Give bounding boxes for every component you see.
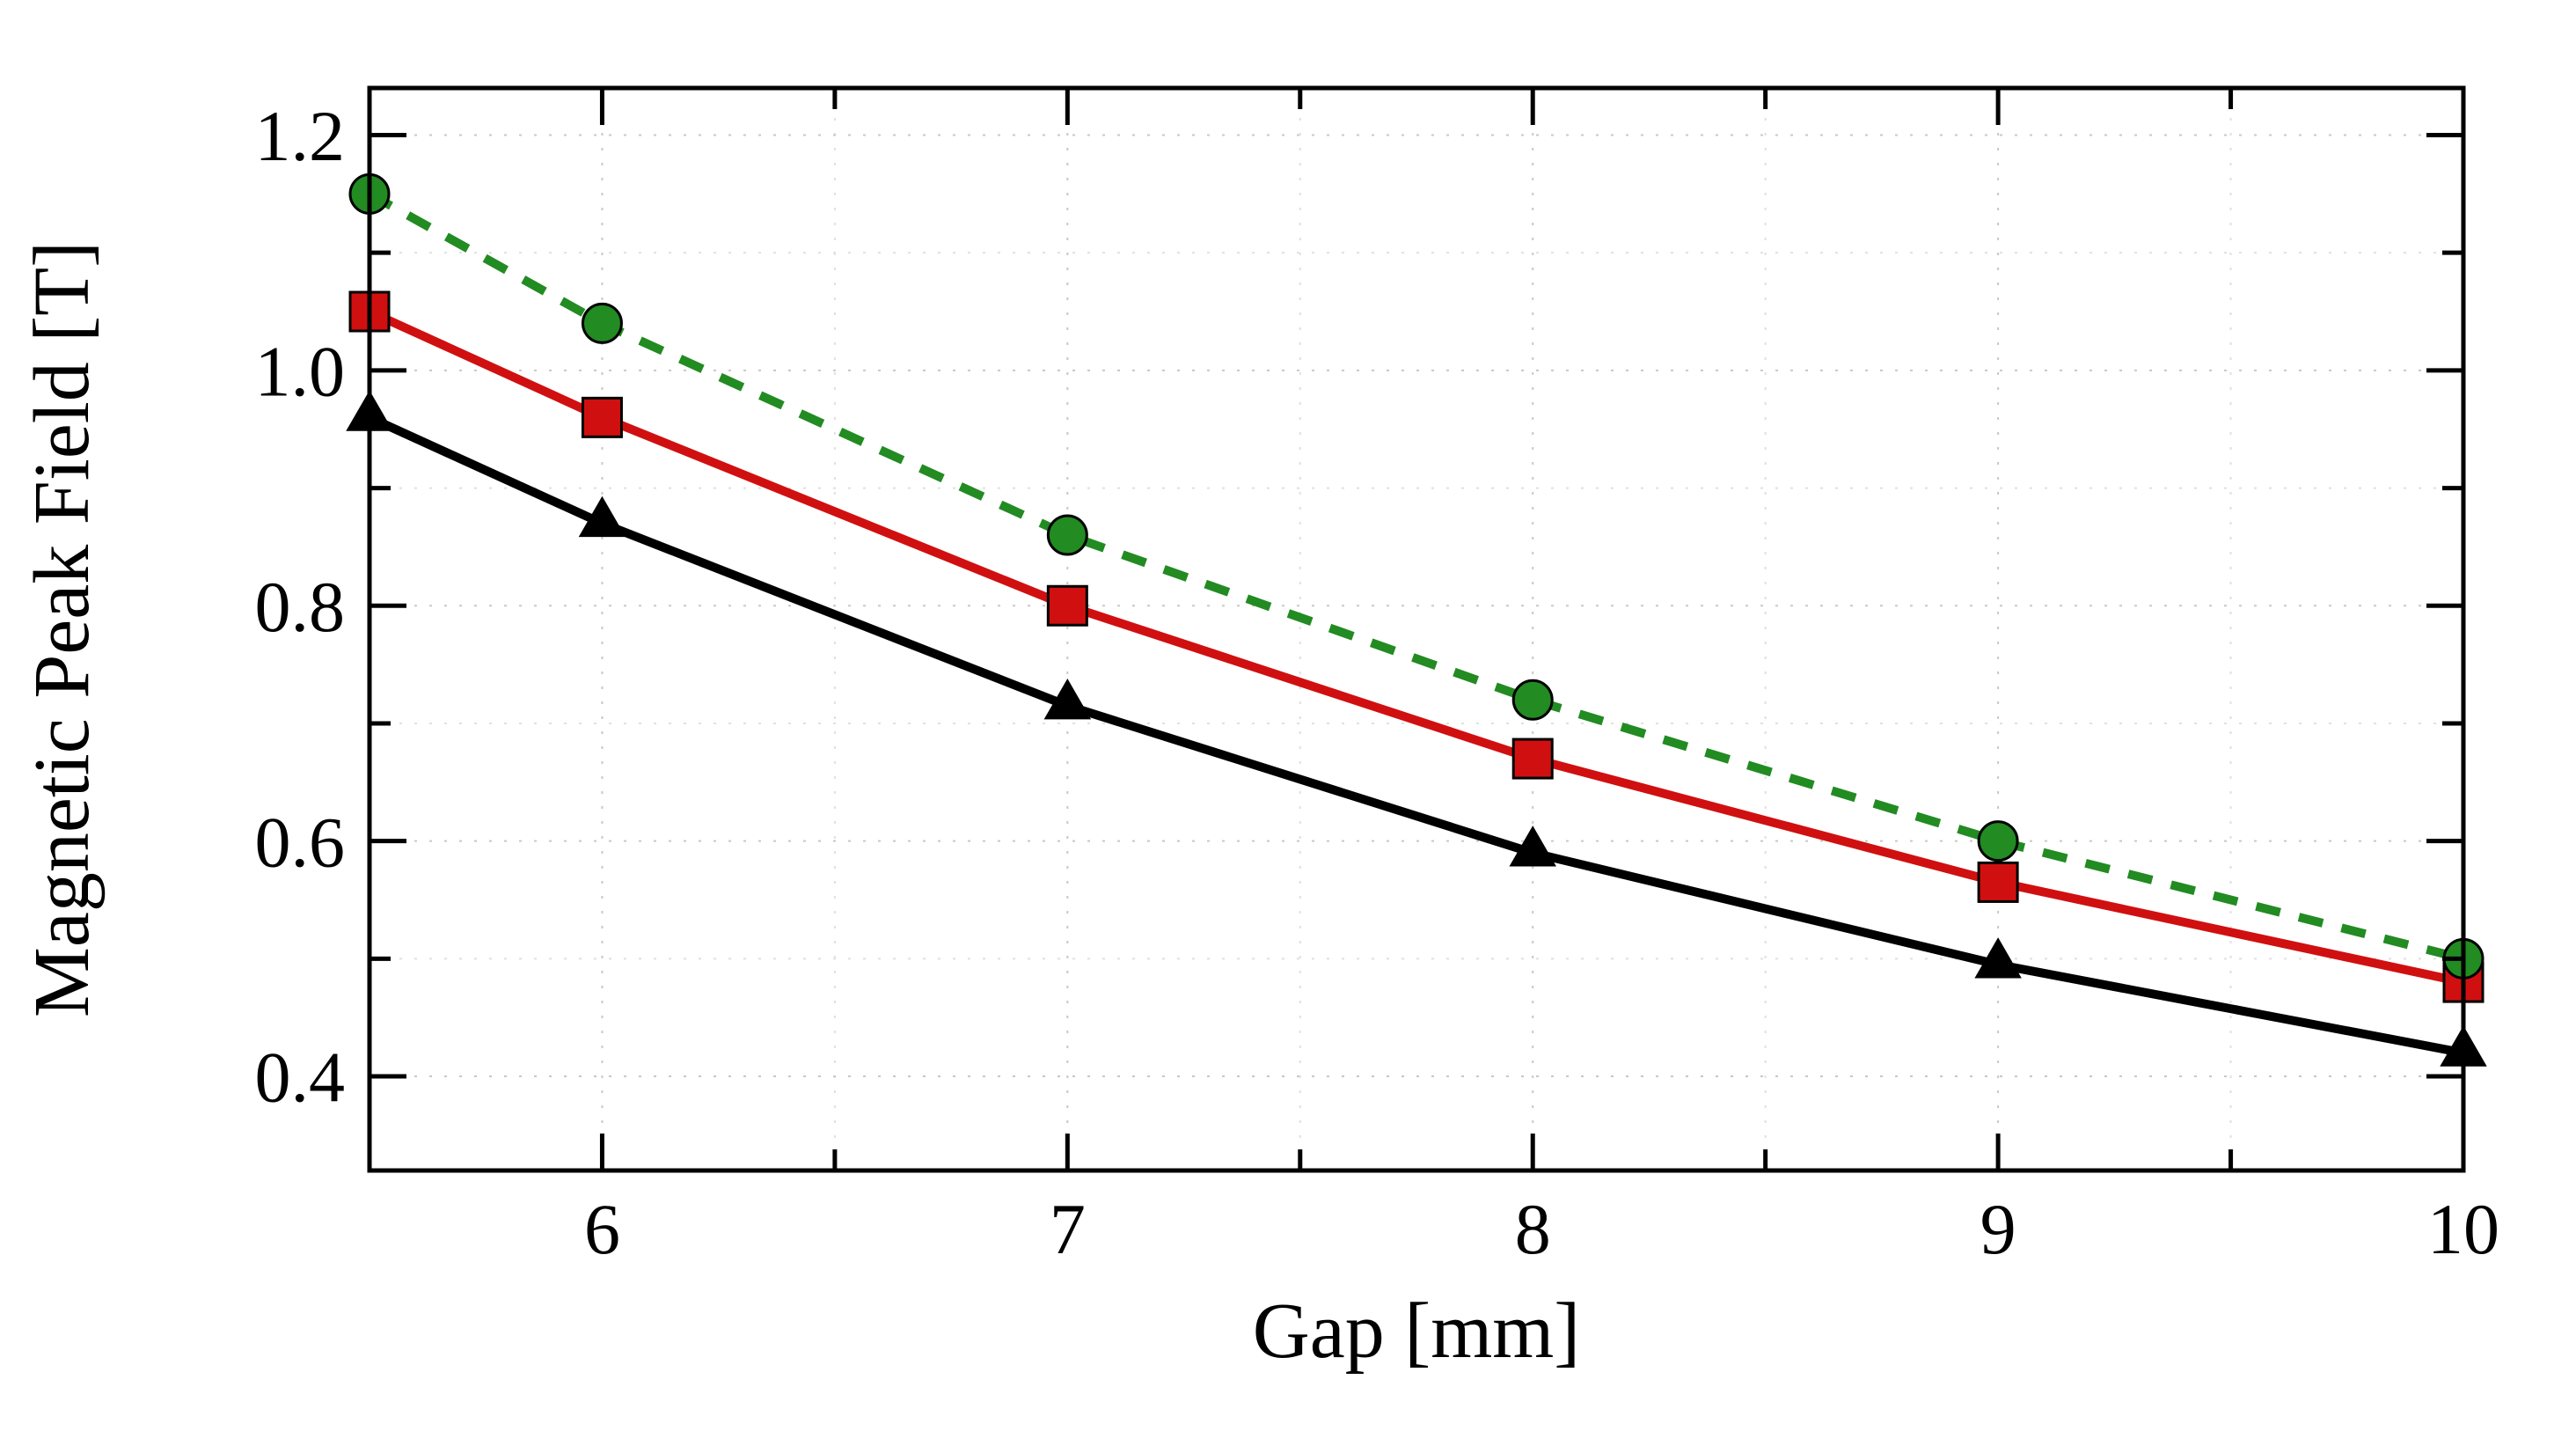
y-tick-label: 0.4	[255, 1038, 346, 1118]
y-tick-label: 0.8	[255, 567, 346, 647]
y-axis-label: Magnetic Peak Field [T]	[18, 241, 106, 1017]
series-red-marker	[582, 398, 621, 437]
x-tick-label: 10	[2427, 1189, 2499, 1269]
line-chart: 6 7 8 9 10 0.4 0.6 0.8 1.0 1.2 Gap [mm] Magnetic Pe…	[0, 0, 2576, 1431]
y-tick-label: 1.2	[255, 96, 346, 176]
x-tick-label: 9	[1980, 1189, 2016, 1269]
series-red-marker	[1513, 739, 1552, 778]
x-axis-label: Gap [mm]	[1253, 1288, 1580, 1375]
series-green-marker	[1513, 680, 1552, 719]
x-tick-label: 7	[1050, 1189, 1086, 1269]
series-green-marker	[582, 304, 621, 342]
x-tick-label: 8	[1515, 1189, 1551, 1269]
y-tick-label: 1.0	[255, 332, 346, 412]
series-green-marker	[1979, 822, 2017, 861]
series-red-marker	[1048, 586, 1087, 625]
series-green-marker	[1048, 516, 1087, 554]
x-tick-label: 6	[584, 1189, 620, 1269]
series-red-marker	[1979, 862, 2017, 901]
chart-bg	[0, 0, 2576, 1431]
chart-container: 6 7 8 9 10 0.4 0.6 0.8 1.0 1.2 Gap [mm] Magnetic Pe…	[0, 0, 2576, 1431]
y-tick-label: 0.6	[255, 802, 346, 882]
